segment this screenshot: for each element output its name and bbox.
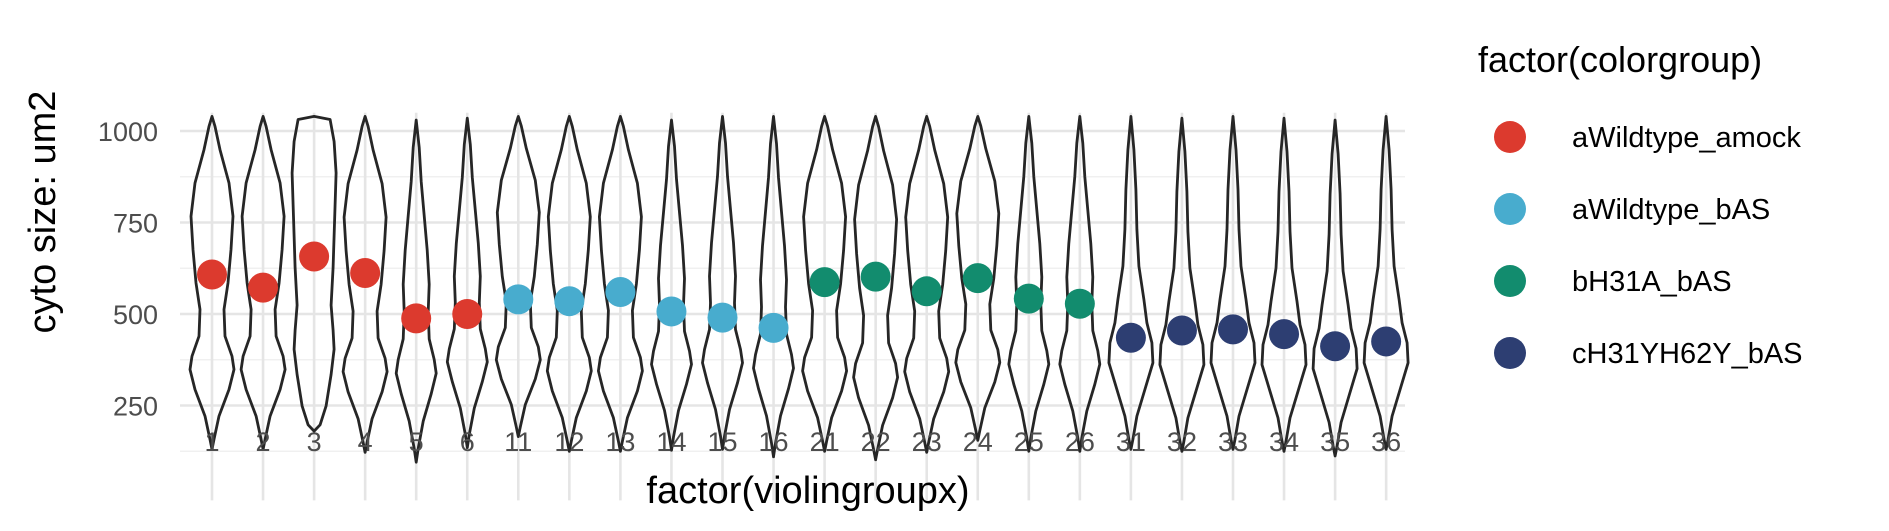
x-tick-label: 16 [759,427,789,457]
mean-point-15 [707,302,738,333]
mean-point-4 [350,258,381,289]
mean-point-3 [299,241,330,272]
x-tick-label: 36 [1371,427,1401,457]
violin-21 [801,115,848,453]
violin-16 [752,115,795,459]
mean-point-21 [809,267,840,298]
legend-swatch [1494,265,1526,297]
x-tick-label: 4 [358,427,373,457]
mean-point-33 [1218,314,1248,345]
mean-point-23 [911,276,942,307]
mean-point-5 [401,303,432,334]
y-tick-label: 250 [113,392,158,422]
violin-12 [545,115,593,453]
violin-15 [701,115,744,451]
x-tick-label: 15 [707,427,737,457]
violin-13 [597,115,644,453]
x-tick-label: 32 [1167,427,1197,457]
mean-point-32 [1166,315,1197,346]
mean-point-16 [758,312,789,343]
violin-6 [445,116,489,449]
mean-point-25 [1013,283,1044,314]
violin-5 [394,118,438,464]
legend-swatch [1494,193,1526,225]
y-axis-ticks: 250 500 750 1000 [98,117,158,422]
violin-2 [239,115,287,451]
violin-3 [290,115,338,433]
mean-point-24 [962,263,993,294]
y-tick-label: 750 [113,209,158,239]
mean-point-22 [860,261,891,292]
mean-point-26 [1064,288,1095,319]
x-tick-label: 22 [861,427,891,457]
x-tick-label: 3 [307,427,322,457]
mean-points [197,241,1402,362]
x-tick-label: 34 [1269,427,1299,457]
violin-36 [1362,115,1410,451]
violin-35 [1311,118,1359,458]
x-tick-label: 25 [1014,427,1044,457]
mean-point-12 [554,286,585,317]
x-tick-label: 2 [256,427,271,457]
x-tick-label: 6 [460,427,475,457]
x-tick-label: 23 [912,427,942,457]
mean-point-6 [452,299,483,329]
x-tick-label: 21 [810,427,840,457]
mean-point-14 [656,296,687,327]
violins [188,115,1410,464]
y-tick-label: 1000 [98,117,158,147]
x-tick-label: 1 [204,427,219,457]
x-tick-label: 33 [1218,427,1248,457]
x-tick-label: 35 [1320,427,1350,457]
violin-34 [1260,116,1308,453]
violin-26 [1058,115,1102,453]
x-axis-ticks: 1 2 3 4 5 6 11 12 13 14 15 16 21 22 23 24 25 26 31 32 33 34 35… [204,427,1401,457]
legend-swatch [1494,121,1526,153]
mean-point-13 [605,277,636,308]
x-tick-label: 14 [656,427,686,457]
x-tick-label: 24 [963,427,993,457]
mean-point-11 [503,284,534,315]
x-tick-label: 13 [605,427,635,457]
violin-31 [1107,115,1155,451]
x-tick-label: 26 [1065,427,1095,457]
violin-33 [1209,115,1257,451]
mean-point-1 [197,259,227,290]
x-tick-label: 12 [554,427,584,457]
mean-point-35 [1320,331,1351,362]
violin-22 [852,115,899,462]
violin-23 [903,115,951,454]
mean-point-34 [1269,319,1300,350]
mean-point-36 [1371,326,1402,357]
legend: factor(colorgroup) aWildtype_amock aWildt… [1478,39,1803,370]
y-tick-label: 500 [113,300,158,330]
x-axis-title: factor(violingroupx) [646,470,969,512]
legend-title: factor(colorgroup) [1478,39,1762,80]
legend-swatch [1494,337,1526,369]
y-axis-title: cyto size: um2 [22,91,64,334]
violin-14 [650,118,693,452]
legend-label: aWildtype_amock [1572,122,1801,154]
mean-point-31 [1115,322,1146,353]
legend-label: cH31YH62Y_bAS [1572,338,1803,370]
x-tick-label: 5 [409,427,424,457]
legend-label: bH31A_bAS [1572,266,1732,298]
violin-24 [954,115,1002,442]
violin-32 [1158,116,1206,453]
violin-11 [494,115,542,438]
mean-point-2 [248,272,279,303]
violin-1 [188,115,236,451]
violin-25 [1007,115,1051,453]
legend-label: aWildtype_bAS [1572,194,1770,226]
x-tick-label: 11 [504,427,532,457]
x-tick-label: 31 [1116,427,1146,457]
violin-4 [341,115,389,454]
